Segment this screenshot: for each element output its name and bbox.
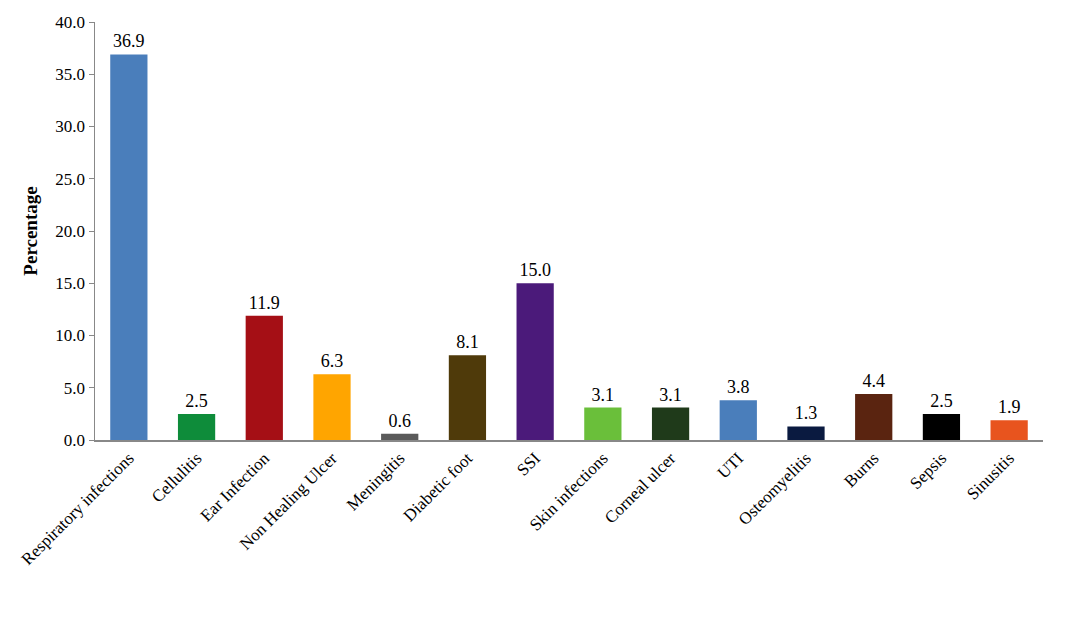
svg-text:10.0: 10.0 [55, 326, 85, 345]
svg-text:Ear Infection: Ear Infection [197, 448, 274, 525]
svg-text:0.0: 0.0 [64, 431, 85, 450]
svg-text:Cellulitis: Cellulitis [148, 449, 206, 507]
svg-text:11.9: 11.9 [249, 293, 280, 313]
svg-text:20.0: 20.0 [55, 222, 85, 241]
svg-text:25.0: 25.0 [55, 170, 85, 189]
svg-text:Sinusitis: Sinusitis [963, 449, 1018, 504]
svg-text:Corneal ulcer: Corneal ulcer [601, 449, 680, 528]
svg-text:6.3: 6.3 [321, 351, 344, 371]
svg-text:Skin infections: Skin infections [526, 449, 612, 535]
svg-text:1.3: 1.3 [795, 403, 818, 423]
svg-text:35.0: 35.0 [55, 65, 85, 84]
svg-text:Non Healing Ulcer: Non Healing Ulcer [236, 449, 341, 554]
svg-text:40.0: 40.0 [55, 13, 85, 32]
svg-text:Sepsis: Sepsis [906, 449, 950, 493]
svg-text:3.1: 3.1 [659, 385, 682, 405]
svg-text:4.4: 4.4 [862, 371, 885, 391]
svg-text:30.0: 30.0 [55, 117, 85, 136]
svg-text:8.1: 8.1 [456, 332, 479, 352]
svg-text:Burns: Burns [840, 449, 882, 491]
svg-text:Osteomyelitis: Osteomyelitis [735, 449, 815, 529]
svg-text:2.5: 2.5 [185, 391, 208, 411]
svg-text:SSI: SSI [513, 449, 544, 480]
svg-text:Respiratory infections: Respiratory infections [18, 449, 138, 569]
svg-text:2.5: 2.5 [930, 391, 953, 411]
svg-text:3.1: 3.1 [592, 385, 615, 405]
svg-text:0.6: 0.6 [388, 411, 411, 431]
svg-text:Percentage: Percentage [20, 186, 41, 275]
svg-text:Diabetic foot: Diabetic foot [400, 449, 477, 526]
svg-text:UTI: UTI [714, 449, 748, 483]
svg-text:Meningitis: Meningitis [343, 449, 409, 515]
svg-text:1.9: 1.9 [998, 397, 1021, 417]
svg-text:15.0: 15.0 [519, 260, 551, 280]
svg-text:3.8: 3.8 [727, 377, 750, 397]
svg-text:15.0: 15.0 [55, 274, 85, 293]
svg-text:5.0: 5.0 [64, 379, 85, 398]
svg-text:36.9: 36.9 [113, 31, 145, 51]
